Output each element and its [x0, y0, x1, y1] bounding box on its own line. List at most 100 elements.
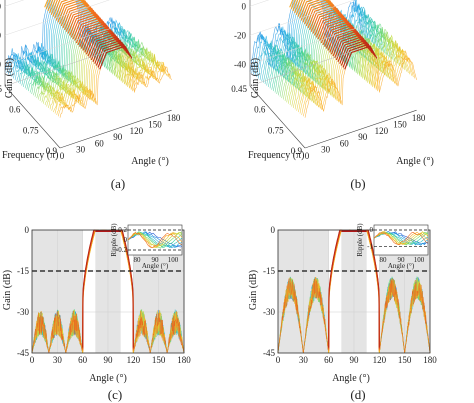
x-tick-4: 120 — [127, 355, 141, 365]
angle-tick-3: 90 — [358, 132, 368, 142]
freq-tick-1: 0.6 — [254, 105, 266, 115]
angle-tick-6: 180 — [412, 113, 426, 123]
y-tick-3: -45 — [17, 348, 29, 358]
inset-y-tick-0: 0.2 — [118, 226, 127, 234]
freq-tick-0: 0.45 — [231, 84, 247, 94]
ridge-slice-5 — [52, 0, 86, 17]
panel-a-surface-lines — [4, 0, 172, 118]
panel-d-ylabel: Gain (dB) — [248, 270, 259, 310]
ridge-slice-1 — [290, 0, 296, 10]
z-tick-1: -20 — [234, 30, 246, 40]
surface-slice-11 — [268, 4, 381, 87]
freq-tick-2: 0.75 — [23, 125, 39, 135]
inset-x-tick-0: 80 — [134, 256, 142, 264]
panel-c-xlabel: Angle (°) — [89, 373, 127, 384]
x-tick-1: 30 — [299, 355, 309, 365]
back-floor-edge — [249, 47, 362, 87]
x-tick-3: 90 — [104, 355, 114, 365]
y-tick-2: -30 — [263, 307, 275, 317]
inset-curve-9 — [373, 232, 429, 245]
z-grid-1 — [249, 0, 355, 36]
angle-tick-3: 90 — [113, 132, 123, 142]
panel-c-chart: 0 30 60 90 120 150 180 0 -15 -30 -45 80 90 100 0.2 0 -0.… — [2, 223, 191, 402]
angle-tick-2: 60 — [95, 138, 105, 148]
x-tick-5: 150 — [398, 355, 412, 365]
surface-slice-33 — [304, 45, 417, 118]
z-tick-2: -40 — [234, 59, 246, 69]
x-tick-3: 90 — [350, 355, 360, 365]
y-tick-3: -45 — [263, 348, 275, 358]
freq-tick-2: 0.75 — [268, 125, 284, 135]
z-tick-0: 0 — [242, 1, 247, 11]
x-tick-6: 180 — [177, 355, 191, 365]
panel-d-chart: 0 30 60 90 120 150 180 0 -15 -30 -45 80 90 100 0 -1Ripp… — [248, 223, 437, 402]
surface-slice-23 — [288, 27, 401, 104]
freq-tick-1: 0.6 — [9, 105, 21, 115]
x-tick-0: 0 — [276, 355, 281, 365]
x-tick-5: 150 — [152, 355, 166, 365]
angle-tick-0: 0 — [305, 151, 310, 161]
surface-slice-21 — [284, 23, 397, 101]
inset-ylabel: Ripple (dB) — [110, 223, 118, 257]
transition-curve-1-5 — [120, 229, 134, 348]
inset-xlabel: Angle (°) — [388, 262, 415, 270]
ridge-slice-4 — [295, 0, 330, 16]
inset-y-tick-2: -0.2 — [116, 246, 128, 254]
panel-b-xlabel: Angle (°) — [396, 156, 434, 167]
panel-c-ylabel: Gain (dB) — [2, 270, 13, 310]
surface-slice-22 — [286, 25, 399, 103]
angle-tick-1: 30 — [321, 145, 331, 155]
inset-curve-8 — [127, 231, 183, 248]
angle-tick-5: 150 — [148, 120, 162, 130]
inset-curve-4 — [127, 231, 183, 248]
angle-axis — [59, 109, 172, 149]
freq-axis — [4, 85, 61, 149]
x-tick-0: 0 — [30, 355, 35, 365]
caption-a: (a) — [111, 176, 125, 191]
inset-ylabel: Ripple (dB) — [356, 223, 364, 257]
z-tick-0: 0 — [0, 1, 2, 11]
inset-y-tick-0: 0 — [370, 226, 374, 234]
angle-tick-6: 180 — [167, 113, 181, 123]
plot-frame — [277, 229, 431, 354]
inset-curve-9 — [127, 232, 183, 248]
ridge-slice-4 — [50, 0, 85, 16]
inset-x-tick-1: 90 — [152, 256, 160, 264]
surface-slice-4 — [11, 0, 124, 78]
transition-curve-1-5 — [366, 229, 380, 348]
panel-b-ylabel: Frequency (π) — [248, 150, 304, 161]
ridge-slice-2 — [47, 0, 81, 12]
angle-axis — [304, 109, 417, 149]
inset-curve-3 — [373, 232, 429, 246]
z-tick-2: -40 — [0, 59, 1, 69]
panel-a-ylabel: Frequency (π) — [2, 150, 58, 161]
surface-slice-30 — [299, 40, 412, 114]
x-tick-2: 60 — [324, 355, 334, 365]
panel-c-plot: 0 30 60 90 120 150 180 0 -15 -30 -45 80 90 100 0.2 0 -0.… — [17, 223, 191, 365]
transition-curve-0-4 — [328, 229, 342, 349]
inset-x-tick-0: 80 — [380, 256, 388, 264]
caption-d: (d) — [350, 387, 365, 402]
freq-tick-3: 0.9 — [46, 146, 58, 156]
y-tick-1: -15 — [263, 266, 275, 276]
z-grid-1 — [4, 0, 110, 36]
y-tick-2: -30 — [17, 307, 29, 317]
inset-frame — [373, 224, 429, 256]
z-tick-1: -20 — [0, 30, 1, 40]
freq-tick-0: 0.45 — [0, 84, 3, 94]
angle-tick-4: 120 — [375, 126, 389, 136]
transition-curve-0-4 — [82, 229, 96, 349]
angle-tick-2: 60 — [340, 138, 350, 148]
surface-slice-27 — [294, 34, 407, 110]
x-tick-1: 30 — [53, 355, 63, 365]
transition-curve-0-5 — [82, 229, 96, 348]
panel-a-zlabel: Gain (dB) — [4, 58, 15, 98]
transition-curve-0-5 — [328, 229, 342, 348]
inset-xlabel: Angle (°) — [142, 262, 169, 270]
z-grid-2 — [249, 26, 362, 65]
panel-d-xlabel: Angle (°) — [332, 373, 370, 384]
surface-slice-32 — [303, 43, 416, 117]
x-tick-2: 60 — [78, 355, 88, 365]
surface-slice-6 — [259, 0, 372, 80]
